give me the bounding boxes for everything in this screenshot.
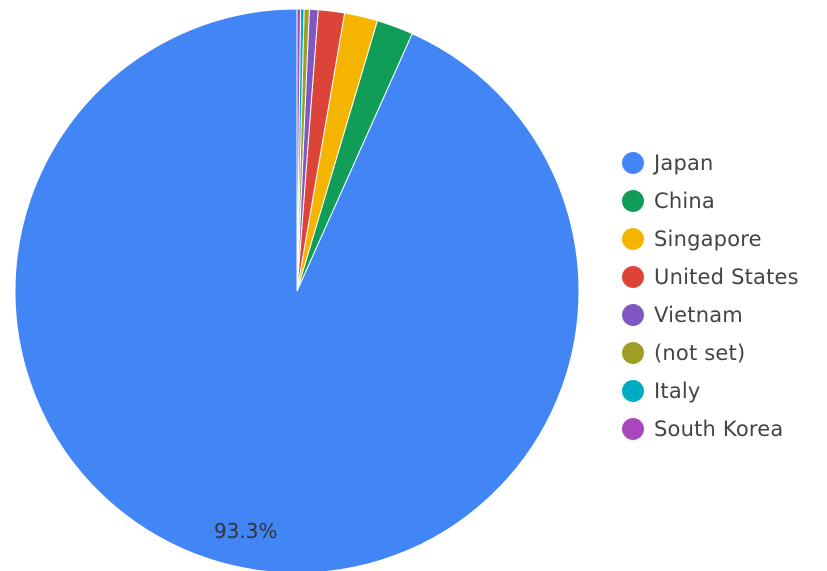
legend-item-japan[interactable]: Japan [622, 144, 799, 182]
legend-item-singapore[interactable]: Singapore [622, 220, 799, 258]
legend-swatch-not-set [622, 342, 644, 364]
legend: Japan China Singapore United States Viet… [622, 144, 799, 448]
legend-label-south-korea: South Korea [654, 417, 784, 441]
legend-swatch-singapore [622, 228, 644, 250]
legend-label-china: China [654, 189, 715, 213]
legend-label-vietnam: Vietnam [654, 303, 743, 327]
legend-label-united-states: United States [654, 265, 799, 289]
pie-slice-south-korea[interactable] [296, 8, 302, 292]
legend-label-not-set: (not set) [654, 341, 746, 365]
legend-item-not-set[interactable]: (not set) [622, 334, 799, 372]
slice-label-japan: 93.3% [214, 519, 278, 543]
legend-swatch-japan [622, 152, 644, 174]
legend-swatch-united-states [622, 266, 644, 288]
legend-item-italy[interactable]: Italy [622, 372, 799, 410]
legend-item-vietnam[interactable]: Vietnam [622, 296, 799, 334]
legend-swatch-italy [622, 380, 644, 402]
legend-swatch-vietnam [622, 304, 644, 326]
legend-label-japan: Japan [654, 151, 714, 175]
legend-item-china[interactable]: China [622, 182, 799, 220]
legend-swatch-china [622, 190, 644, 212]
legend-item-united-states[interactable]: United States [622, 258, 799, 296]
legend-label-singapore: Singapore [654, 227, 762, 251]
legend-label-italy: Italy [654, 379, 701, 403]
legend-swatch-south-korea [622, 418, 644, 440]
legend-item-south-korea[interactable]: South Korea [622, 410, 799, 448]
